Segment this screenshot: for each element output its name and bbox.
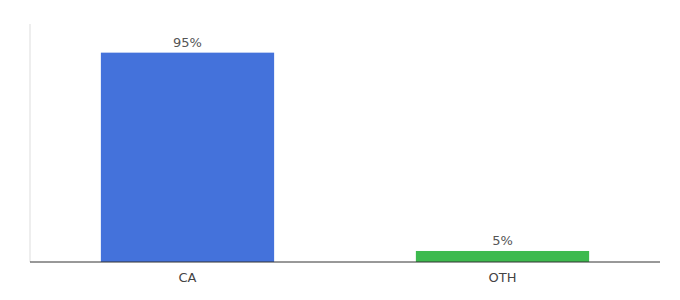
bar xyxy=(416,251,589,262)
chart-svg: 95% 5% CA OTH xyxy=(0,0,680,300)
x-tick-label: CA xyxy=(179,270,197,285)
data-label: 5% xyxy=(492,233,513,248)
y-axis-line xyxy=(30,24,31,262)
bar xyxy=(101,53,274,262)
chart-container: 95% 5% CA OTH xyxy=(0,0,680,300)
bars xyxy=(101,53,589,262)
x-tick-label: OTH xyxy=(489,270,517,285)
data-label: 95% xyxy=(173,35,202,50)
x-axis-line xyxy=(30,262,660,263)
